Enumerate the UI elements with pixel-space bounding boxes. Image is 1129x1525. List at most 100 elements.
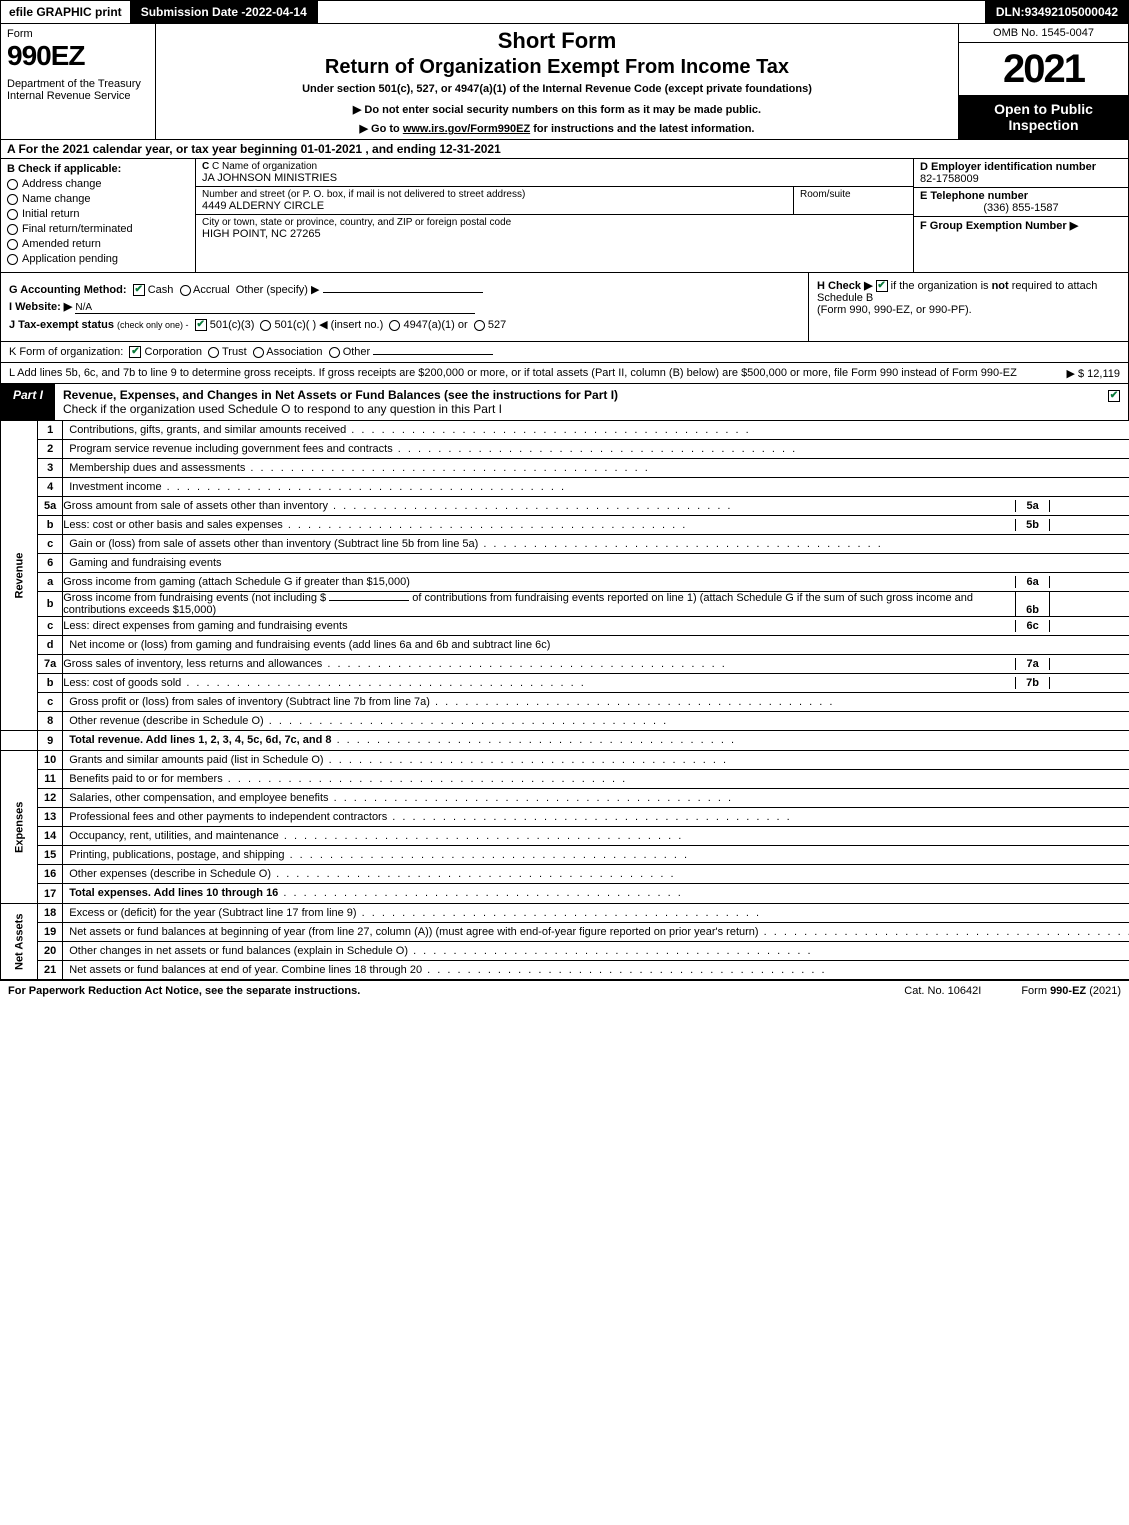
line-desc: Investment income bbox=[63, 478, 1129, 497]
check-schedule-b[interactable] bbox=[876, 280, 888, 292]
line-desc: Membership dues and assessments bbox=[63, 459, 1129, 478]
line-desc: Total revenue. Add lines 1, 2, 3, 4, 5c,… bbox=[63, 731, 1129, 751]
main-table: Revenue 1 Contributions, gifts, grants, … bbox=[0, 421, 1129, 980]
line-num: 12 bbox=[38, 789, 63, 808]
line-desc: Grants and similar amounts paid (list in… bbox=[63, 751, 1129, 770]
check-501c[interactable] bbox=[260, 320, 271, 331]
b-label: B Check if applicable: bbox=[7, 163, 189, 175]
omb-number: OMB No. 1545-0047 bbox=[959, 24, 1128, 43]
goto-link-line: ▶ Go to www.irs.gov/Form990EZ for instru… bbox=[166, 122, 948, 135]
line-num: 15 bbox=[38, 846, 63, 865]
check-other-org[interactable] bbox=[329, 347, 340, 358]
form-label: Form bbox=[7, 28, 149, 40]
part-i-checkbox[interactable] bbox=[1100, 384, 1128, 420]
paperwork-notice: For Paperwork Reduction Act Notice, see … bbox=[8, 985, 864, 997]
line-desc: Gross income from fundraising events (no… bbox=[63, 592, 1129, 617]
check-accrual[interactable] bbox=[180, 285, 191, 296]
topbar-spacer bbox=[318, 1, 986, 23]
check-amended-return[interactable]: Amended return bbox=[7, 238, 189, 250]
line-desc: Net assets or fund balances at end of ye… bbox=[63, 961, 1129, 980]
i-website: I Website: ▶ N/A bbox=[9, 300, 800, 314]
short-form-title: Short Form bbox=[166, 28, 948, 54]
line-desc: Gross amount from sale of assets other t… bbox=[63, 497, 1129, 516]
line-num: 1 bbox=[38, 421, 63, 440]
check-address-change[interactable]: Address change bbox=[7, 178, 189, 190]
line-desc: Gross sales of inventory, less returns a… bbox=[63, 655, 1129, 674]
line-desc: Less: cost of goods sold 7b 0 bbox=[63, 674, 1129, 693]
tax-year: 2021 bbox=[959, 43, 1128, 95]
part-i-tab: Part I bbox=[1, 384, 55, 420]
check-trust[interactable] bbox=[208, 347, 219, 358]
efile-print-button[interactable]: efile GRAPHIC print bbox=[1, 1, 131, 23]
street-label: Number and street (or P. O. box, if mail… bbox=[202, 189, 787, 200]
check-527[interactable] bbox=[474, 320, 485, 331]
check-application-pending[interactable]: Application pending bbox=[7, 253, 189, 265]
check-name-change[interactable]: Name change bbox=[7, 193, 189, 205]
line-desc: Professional fees and other payments to … bbox=[63, 808, 1129, 827]
line-num: 2 bbox=[38, 440, 63, 459]
line-num: d bbox=[38, 636, 63, 655]
check-501c3[interactable] bbox=[195, 319, 207, 331]
line-num: 14 bbox=[38, 827, 63, 846]
line-num: 9 bbox=[38, 731, 63, 751]
line-desc: Less: cost or other basis and sales expe… bbox=[63, 516, 1129, 535]
ein-value: 82-1758009 bbox=[920, 173, 1122, 185]
check-4947a1[interactable] bbox=[389, 320, 400, 331]
line-num: 10 bbox=[38, 751, 63, 770]
submission-date-label: Submission Date - 2022-04-14 bbox=[131, 1, 318, 23]
line-num: b bbox=[38, 674, 63, 693]
street-address: 4449 ALDERNY CIRCLE bbox=[202, 200, 787, 212]
line-num: c bbox=[38, 693, 63, 712]
line-desc: Gaming and fundraising events bbox=[63, 554, 1129, 573]
line-desc: Gross income from gaming (attach Schedul… bbox=[63, 573, 1129, 592]
line-num: c bbox=[38, 617, 63, 636]
line-desc: Salaries, other compensation, and employ… bbox=[63, 789, 1129, 808]
h-schedule-b: H Check ▶ if the organization is not req… bbox=[808, 273, 1128, 341]
line-num: 17 bbox=[38, 884, 63, 904]
phone-value: (336) 855-1587 bbox=[920, 202, 1122, 214]
line-desc: Program service revenue including govern… bbox=[63, 440, 1129, 459]
dln: DLN: 93492105000042 bbox=[986, 1, 1128, 23]
city-state-zip: HIGH POINT, NC 27265 bbox=[202, 228, 907, 240]
line-desc: Other changes in net assets or fund bala… bbox=[63, 942, 1129, 961]
irs-link[interactable]: www.irs.gov/Form990EZ bbox=[403, 123, 530, 135]
line-num: 6 bbox=[38, 554, 63, 573]
line-desc: Gain or (loss) from sale of assets other… bbox=[63, 535, 1129, 554]
check-final-return[interactable]: Final return/terminated bbox=[7, 223, 189, 235]
d-ein-label: D Employer identification number bbox=[920, 161, 1122, 173]
line-desc: Excess or (deficit) for the year (Subtra… bbox=[63, 904, 1129, 923]
line-num: c bbox=[38, 535, 63, 554]
g-accounting-method: G Accounting Method: Cash Accrual Other … bbox=[9, 283, 800, 296]
check-initial-return[interactable]: Initial return bbox=[7, 208, 189, 220]
line-desc: Total expenses. Add lines 10 through 16 … bbox=[63, 884, 1129, 904]
line-num: 4 bbox=[38, 478, 63, 497]
line-num: 16 bbox=[38, 865, 63, 884]
line-num: a bbox=[38, 573, 63, 592]
line-desc: Contributions, gifts, grants, and simila… bbox=[63, 421, 1129, 440]
line-num: 3 bbox=[38, 459, 63, 478]
form-ref: Form 990-EZ (2021) bbox=[1021, 985, 1121, 997]
part-i-title: Revenue, Expenses, and Changes in Net As… bbox=[55, 384, 1100, 420]
line-num: 8 bbox=[38, 712, 63, 731]
line-desc: Occupancy, rent, utilities, and maintena… bbox=[63, 827, 1129, 846]
city-label: City or town, state or province, country… bbox=[202, 217, 907, 228]
line-num: 11 bbox=[38, 770, 63, 789]
check-cash[interactable] bbox=[133, 284, 145, 296]
column-def: D Employer identification number 82-1758… bbox=[913, 159, 1128, 272]
header-right: OMB No. 1545-0047 2021 Open to Public In… bbox=[958, 24, 1128, 139]
check-corporation[interactable] bbox=[129, 346, 141, 358]
line-desc: Net assets or fund balances at beginning… bbox=[63, 923, 1129, 942]
line-desc: Less: direct expenses from gaming and fu… bbox=[63, 617, 1129, 636]
catalog-number: Cat. No. 10642I bbox=[904, 985, 981, 997]
e-phone-label: E Telephone number bbox=[920, 190, 1122, 202]
l-gross-receipts: L Add lines 5b, 6c, and 7b to line 9 to … bbox=[0, 363, 1129, 384]
form-number: 990EZ bbox=[7, 40, 149, 72]
line-num: b bbox=[38, 516, 63, 535]
form-header: Form 990EZ Department of the Treasury In… bbox=[0, 24, 1129, 140]
line-desc: Other expenses (describe in Schedule O) bbox=[63, 865, 1129, 884]
check-association[interactable] bbox=[253, 347, 264, 358]
expenses-side-label: Expenses bbox=[1, 751, 38, 904]
netassets-side-label: Net Assets bbox=[1, 904, 38, 980]
room-suite-label: Room/suite bbox=[793, 187, 913, 214]
line-desc: Net income or (loss) from gaming and fun… bbox=[63, 636, 1129, 655]
